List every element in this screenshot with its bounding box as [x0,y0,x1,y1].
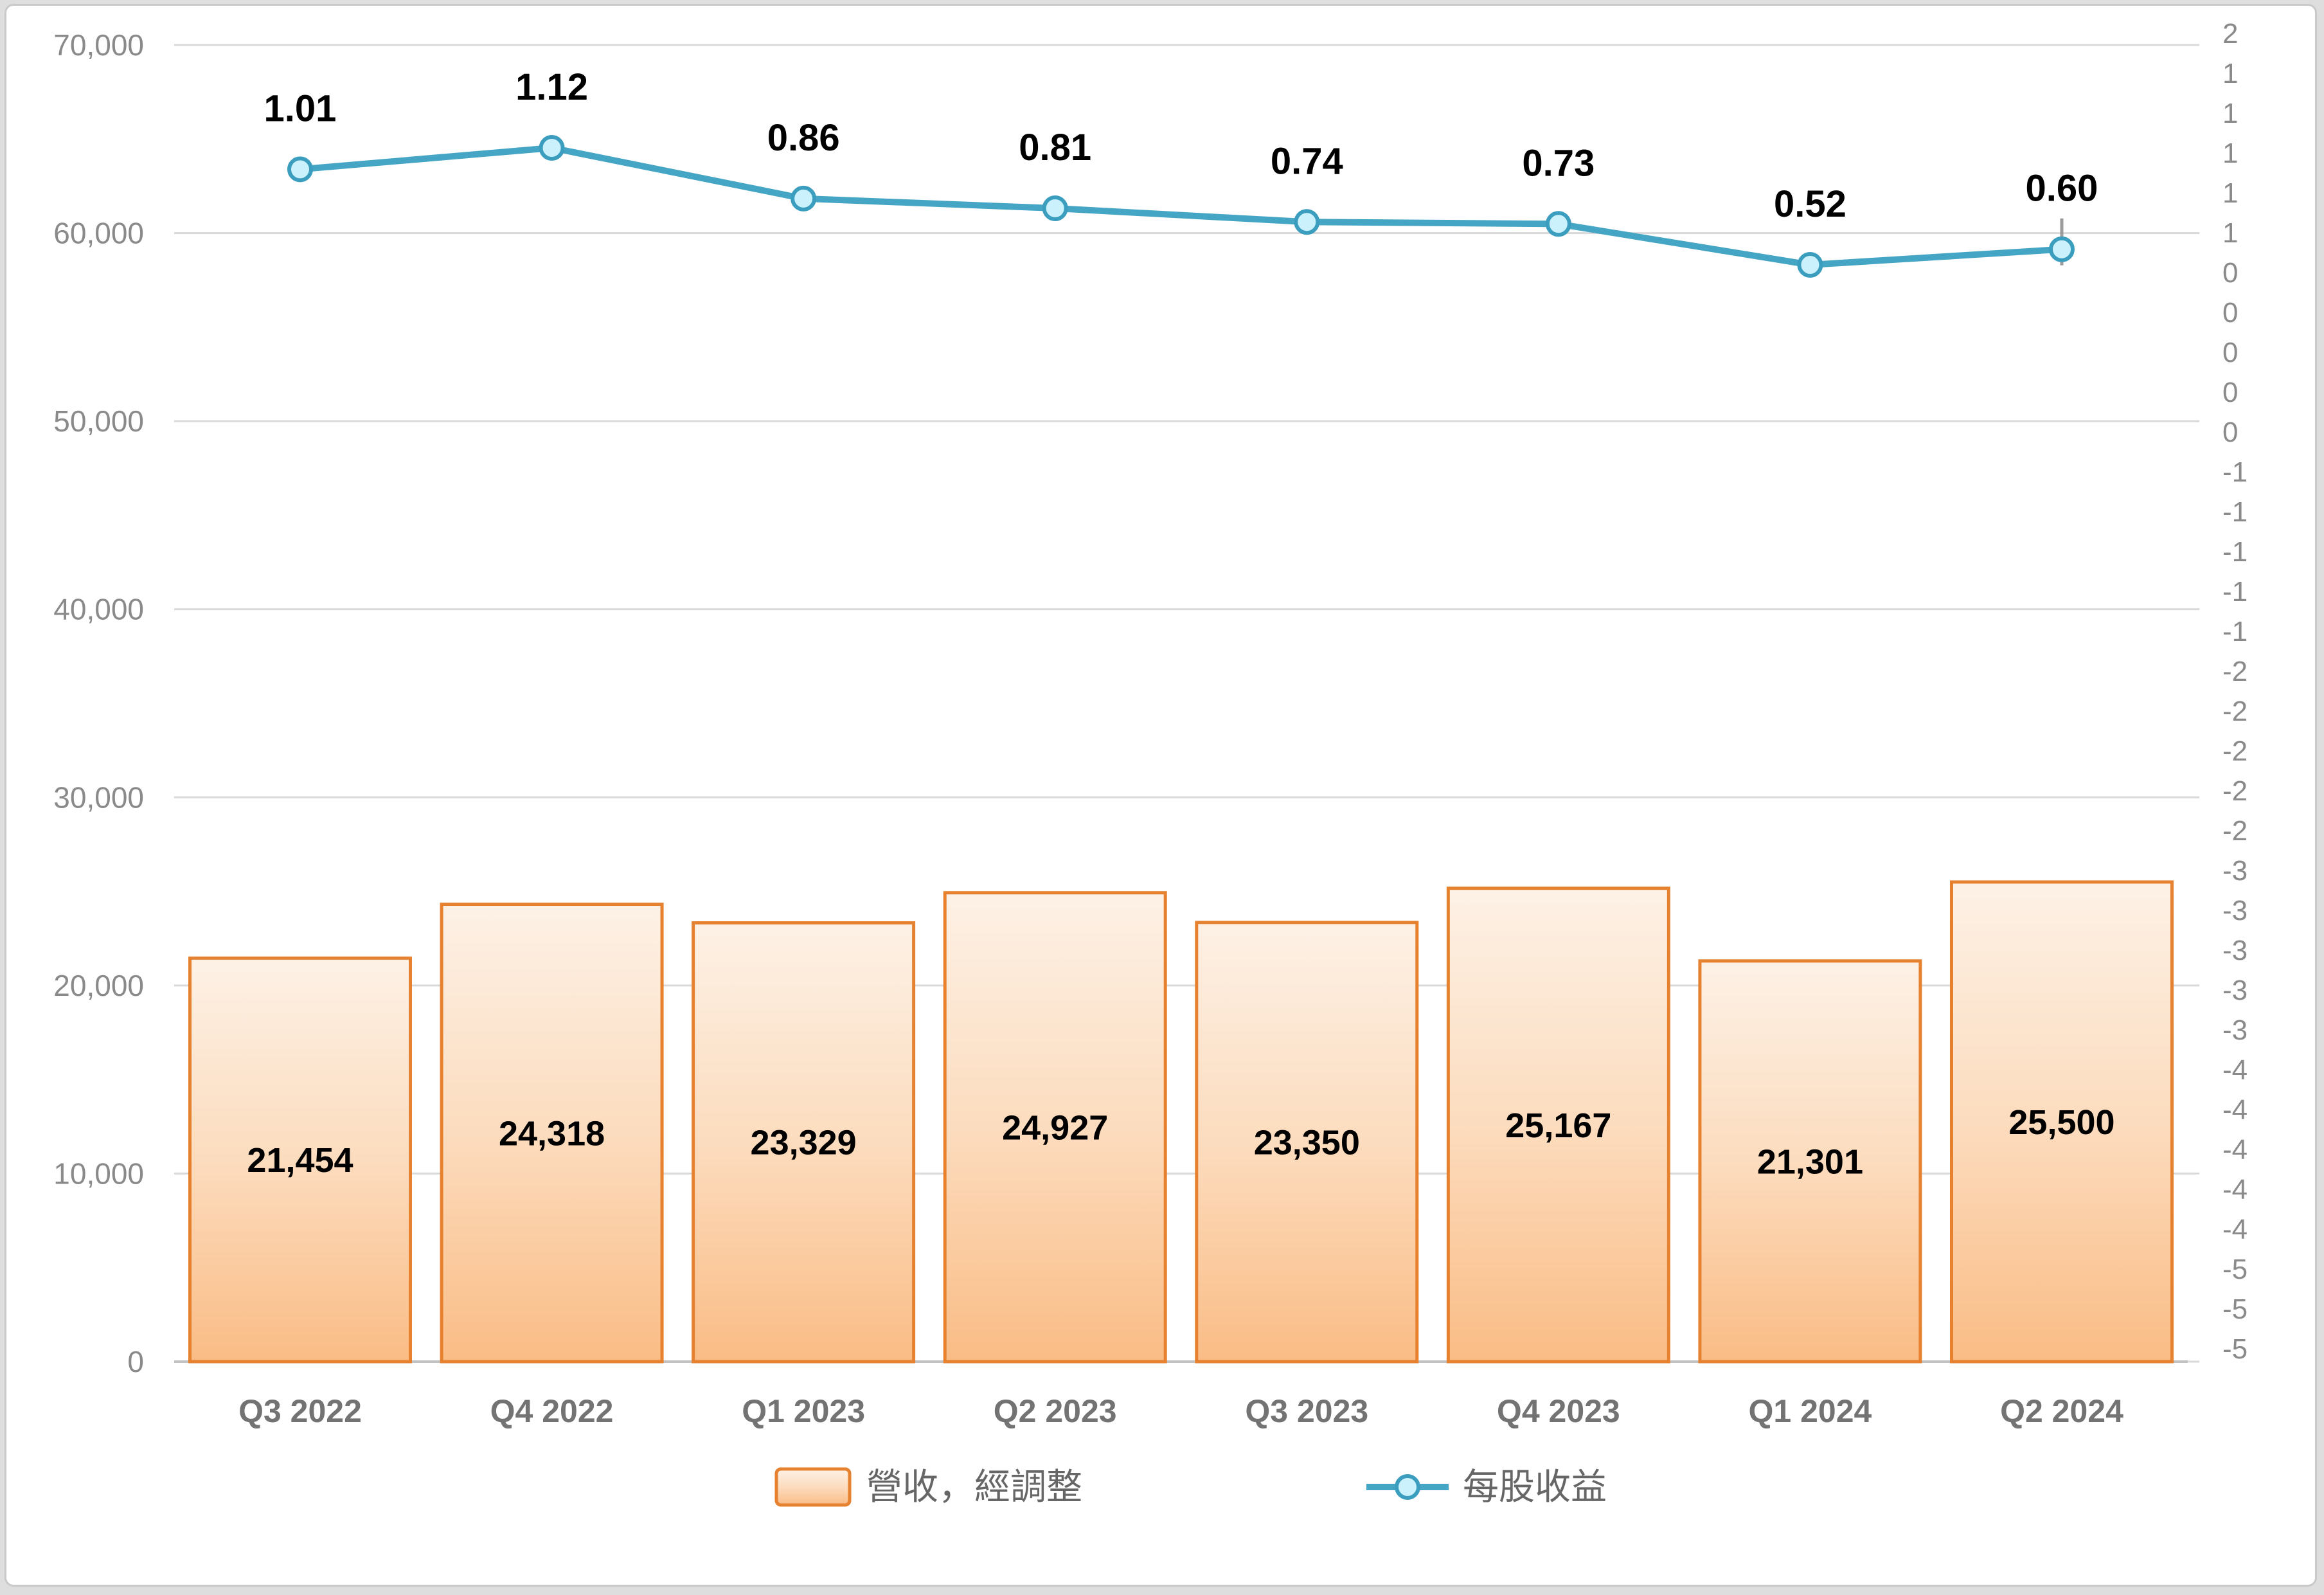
right-axis-tick-label: 0 [2222,417,2238,448]
bar-value-label: 25,167 [1505,1106,1611,1145]
bar-value-label: 25,500 [2008,1103,2114,1142]
right-axis-tick-label: -4 [2222,1134,2248,1166]
right-axis-tick-label: -2 [2222,735,2248,767]
right-axis-tick-label: -3 [2222,855,2248,887]
x-axis-label: Q3 2022 [238,1393,362,1429]
left-axis-tick-label: 70,000 [53,28,144,62]
bar-value-label: 21,454 [247,1141,353,1180]
revenue-bar[interactable] [1698,959,1922,1364]
axis-labels: 70,000 60,000 50,000 40,000 30,000 20,000 10,0… [53,18,2248,1429]
revenue-bar[interactable] [1949,880,2174,1364]
right-axis-tick-label: 1 [2222,177,2238,209]
revenue-bar-series: 21,454 24,318 23,329 24,927 23,350 25,167 21,3… [188,880,2174,1364]
eps-marker[interactable] [1042,195,1068,222]
left-axis-tick-label: 0 [127,1345,144,1378]
eps-value-label: 0.73 [1522,142,1595,184]
revenue-bar[interactable] [692,921,916,1364]
revenue-bar[interactable] [1195,921,1419,1364]
revenue-bar[interactable] [440,903,664,1364]
right-axis-tick-label: -4 [2222,1094,2248,1126]
right-axis-tick-label: -3 [2222,935,2248,966]
left-axis-tick-label: 20,000 [53,969,144,1002]
eps-marker[interactable] [1797,251,1823,278]
eps-marker[interactable] [539,135,565,161]
eps-value-label: 1.01 [264,87,337,129]
right-axis-tick-label: -1 [2222,576,2248,608]
x-axis-label: Q2 2023 [994,1393,1117,1429]
right-axis-tick-label: -1 [2222,496,2248,528]
right-axis-tick-label: -1 [2222,616,2248,647]
eps-value-label: 0.52 [1774,183,1846,225]
revenue-bar[interactable] [943,891,1167,1364]
eps-marker[interactable] [287,156,313,183]
right-axis-tick-label: -4 [2222,1054,2248,1086]
right-axis-tick-label: 2 [2222,18,2238,50]
right-axis-tick-label: -3 [2222,1014,2248,1046]
right-axis-tick-label: 1 [2222,217,2238,249]
right-axis-tick-label: 0 [2222,257,2238,289]
right-axis-tick-label: -2 [2222,815,2248,847]
left-axis-tick-label: 60,000 [53,217,144,250]
eps-value-label: 0.81 [1019,127,1091,168]
bar-value-label: 24,318 [499,1114,605,1153]
right-axis-tick-label: 1 [2222,98,2238,129]
eps-marker[interactable] [1545,211,1571,237]
eps-marker[interactable] [1294,209,1320,235]
legend-eps-label[interactable]: 每股收益 [1463,1466,1607,1507]
eps-value-label: 1.12 [515,66,588,108]
right-axis-tick-label: -2 [2222,775,2248,807]
x-axis-label: Q3 2023 [1245,1393,1368,1429]
eps-marker[interactable] [791,185,817,212]
x-axis-label: Q2 2024 [2000,1393,2123,1429]
left-axis-tick-label: 40,000 [53,593,144,626]
right-axis-tick-label: 1 [2222,138,2238,169]
right-axis-tick-label: -3 [2222,895,2248,926]
right-axis-tick-label: -2 [2222,696,2248,727]
revenue-bar[interactable] [188,956,412,1364]
legend-eps-marker[interactable] [1395,1474,1420,1500]
bar-value-label: 23,350 [1254,1123,1360,1162]
bar-value-label: 24,927 [1002,1108,1108,1147]
right-axis-tick-label: 0 [2222,377,2238,408]
right-axis-tick-label: -4 [2222,1174,2248,1205]
x-axis-label: Q1 2024 [1749,1393,1872,1429]
right-axis-tick-label: 0 [2222,297,2238,329]
right-axis-tick-label: -3 [2222,975,2248,1006]
left-axis-tick-label: 10,000 [53,1157,144,1190]
revenue-bar[interactable] [1446,887,1670,1364]
left-axis-tick-label: 50,000 [53,404,144,438]
legend-revenue-label[interactable]: 營收，經調整 [866,1466,1082,1507]
eps-value-label: 0.60 [2026,168,2098,210]
eps-line-series: 1.01 1.12 0.86 0.81 0.74 0.73 0.52 0.60 [264,66,2098,278]
eps-value-label: 0.86 [767,117,840,159]
eps-value-label: 0.74 [1271,140,1343,182]
eps-marker[interactable] [2048,236,2075,262]
bar-value-label: 21,301 [1757,1142,1863,1181]
right-axis-tick-label: -1 [2222,456,2248,488]
x-axis-label: Q1 2023 [742,1393,865,1429]
right-axis-tick-label: -2 [2222,656,2248,687]
right-axis-tick-label: -5 [2222,1333,2248,1365]
right-axis-tick-label: 1 [2222,58,2238,89]
x-axis-label: Q4 2023 [1497,1393,1620,1429]
left-axis-tick-label: 30,000 [53,780,144,814]
legend: 營收，經調整 每股收益 [774,1466,1607,1507]
legend-revenue-swatch[interactable] [774,1467,852,1507]
x-axis-label: Q4 2022 [490,1393,614,1429]
right-axis-tick-label: -5 [2222,1293,2248,1325]
right-axis-tick-label: 0 [2222,337,2238,368]
right-axis-tick-label: -1 [2222,536,2248,568]
right-axis-tick-label: -5 [2222,1254,2248,1285]
eps-line[interactable] [297,145,2065,268]
right-axis-tick-label: -4 [2222,1214,2248,1245]
bar-value-label: 23,329 [751,1124,857,1162]
